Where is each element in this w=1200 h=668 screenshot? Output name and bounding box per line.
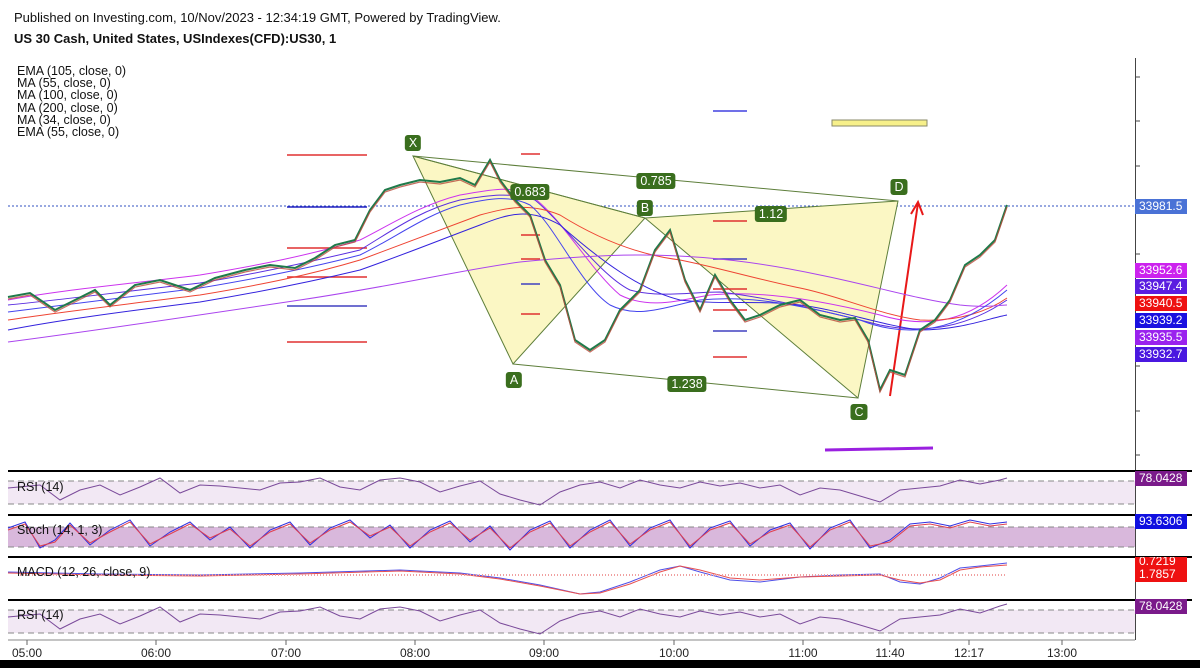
time-label: 12:17	[953, 646, 985, 660]
legend-item[interactable]: MA (55, close, 0)	[17, 76, 111, 91]
price-candles	[7, 157, 1008, 394]
time-label: 10:00	[658, 646, 690, 660]
pattern-point-x[interactable]: X	[404, 135, 422, 151]
indicator-legend: EMA (105, close, 0) MA (55, close, 0) MA…	[17, 64, 127, 140]
pattern-point-d[interactable]: D	[890, 179, 908, 195]
price-axis-ticks	[1135, 76, 1140, 456]
ratio-label-ac: 1.238	[667, 376, 707, 392]
harmonic-pattern[interactable]	[412, 155, 899, 399]
legend-item[interactable]: EMA (105, close, 0)	[17, 64, 127, 78]
time-label: 11:40	[875, 646, 905, 660]
symbol-title: US 30 Cash, United States, USIndexes(CFD…	[14, 31, 337, 46]
ratio-label-xb: 0.683	[510, 184, 550, 200]
time-label: 11:00	[788, 646, 818, 660]
ma-price-tag: 33939.2	[1135, 313, 1187, 328]
rsi-pane-1[interactable]	[7, 477, 1135, 506]
rsi-pane-2[interactable]	[7, 603, 1135, 635]
ma-price-tag: 33932.7	[1135, 347, 1187, 362]
rsi-value-tag: 78.0428	[1135, 471, 1187, 486]
macd-pane-label: MACD (12, 26, close, 9)	[17, 565, 151, 579]
level-lines	[287, 110, 747, 358]
macd-value-tag: 1.7857	[1135, 567, 1187, 582]
time-label: 09:00	[528, 646, 560, 660]
legend-item[interactable]: MA (100, close, 0)	[17, 88, 118, 103]
stoch-pane[interactable]	[7, 519, 1135, 551]
ma-price-tag: 33940.5	[1135, 296, 1187, 311]
stoch-value-tag: 93.6306	[1135, 514, 1187, 529]
bottom-bar	[0, 660, 1200, 668]
time-label: 06:00	[140, 646, 172, 660]
ma-price-tag: 33935.5	[1135, 330, 1187, 345]
published-note: Published on Investing.com, 10/Nov/2023 …	[14, 10, 501, 25]
legend-item[interactable]: MA (34, close, 0)	[17, 112, 111, 127]
legend-item[interactable]: MA (200, close, 0)	[17, 100, 118, 115]
time-label: 13:00	[1046, 646, 1078, 660]
pattern-point-c[interactable]: C	[850, 404, 868, 420]
pattern-point-a[interactable]: A	[505, 372, 523, 388]
red-arrow-icon[interactable]	[889, 199, 924, 397]
ratio-label-bd: 1.12	[754, 206, 788, 222]
time-label: 08:00	[399, 646, 431, 660]
moving-averages	[7, 188, 1008, 343]
pattern-point-b[interactable]: B	[636, 200, 654, 216]
rsi-value-tag: 78.0428	[1135, 599, 1187, 614]
time-label: 05:00	[11, 646, 43, 660]
time-label: 07:00	[270, 646, 302, 660]
support-line[interactable]	[824, 446, 934, 452]
rsi-pane-label: RSI (14)	[17, 608, 64, 622]
time-axis-ticks	[26, 640, 1063, 645]
macd-pane[interactable]	[7, 562, 1008, 595]
current-price-tag: 33981.5	[1135, 199, 1187, 214]
macd-signal-tag: 0.7219	[1135, 557, 1187, 567]
rsi-pane-label: RSI (14)	[17, 480, 64, 494]
target-zone[interactable]	[831, 119, 928, 127]
pane-separators	[8, 470, 1192, 601]
stoch-pane-label: Stoch (14, 1, 3)	[17, 523, 103, 537]
legend-item[interactable]: EMA (55, close, 0)	[17, 125, 120, 140]
ma-price-tag: 33952.6	[1135, 263, 1187, 278]
ratio-label-xd: 0.785	[636, 173, 676, 189]
ma-price-tag: 33947.4	[1135, 279, 1187, 294]
